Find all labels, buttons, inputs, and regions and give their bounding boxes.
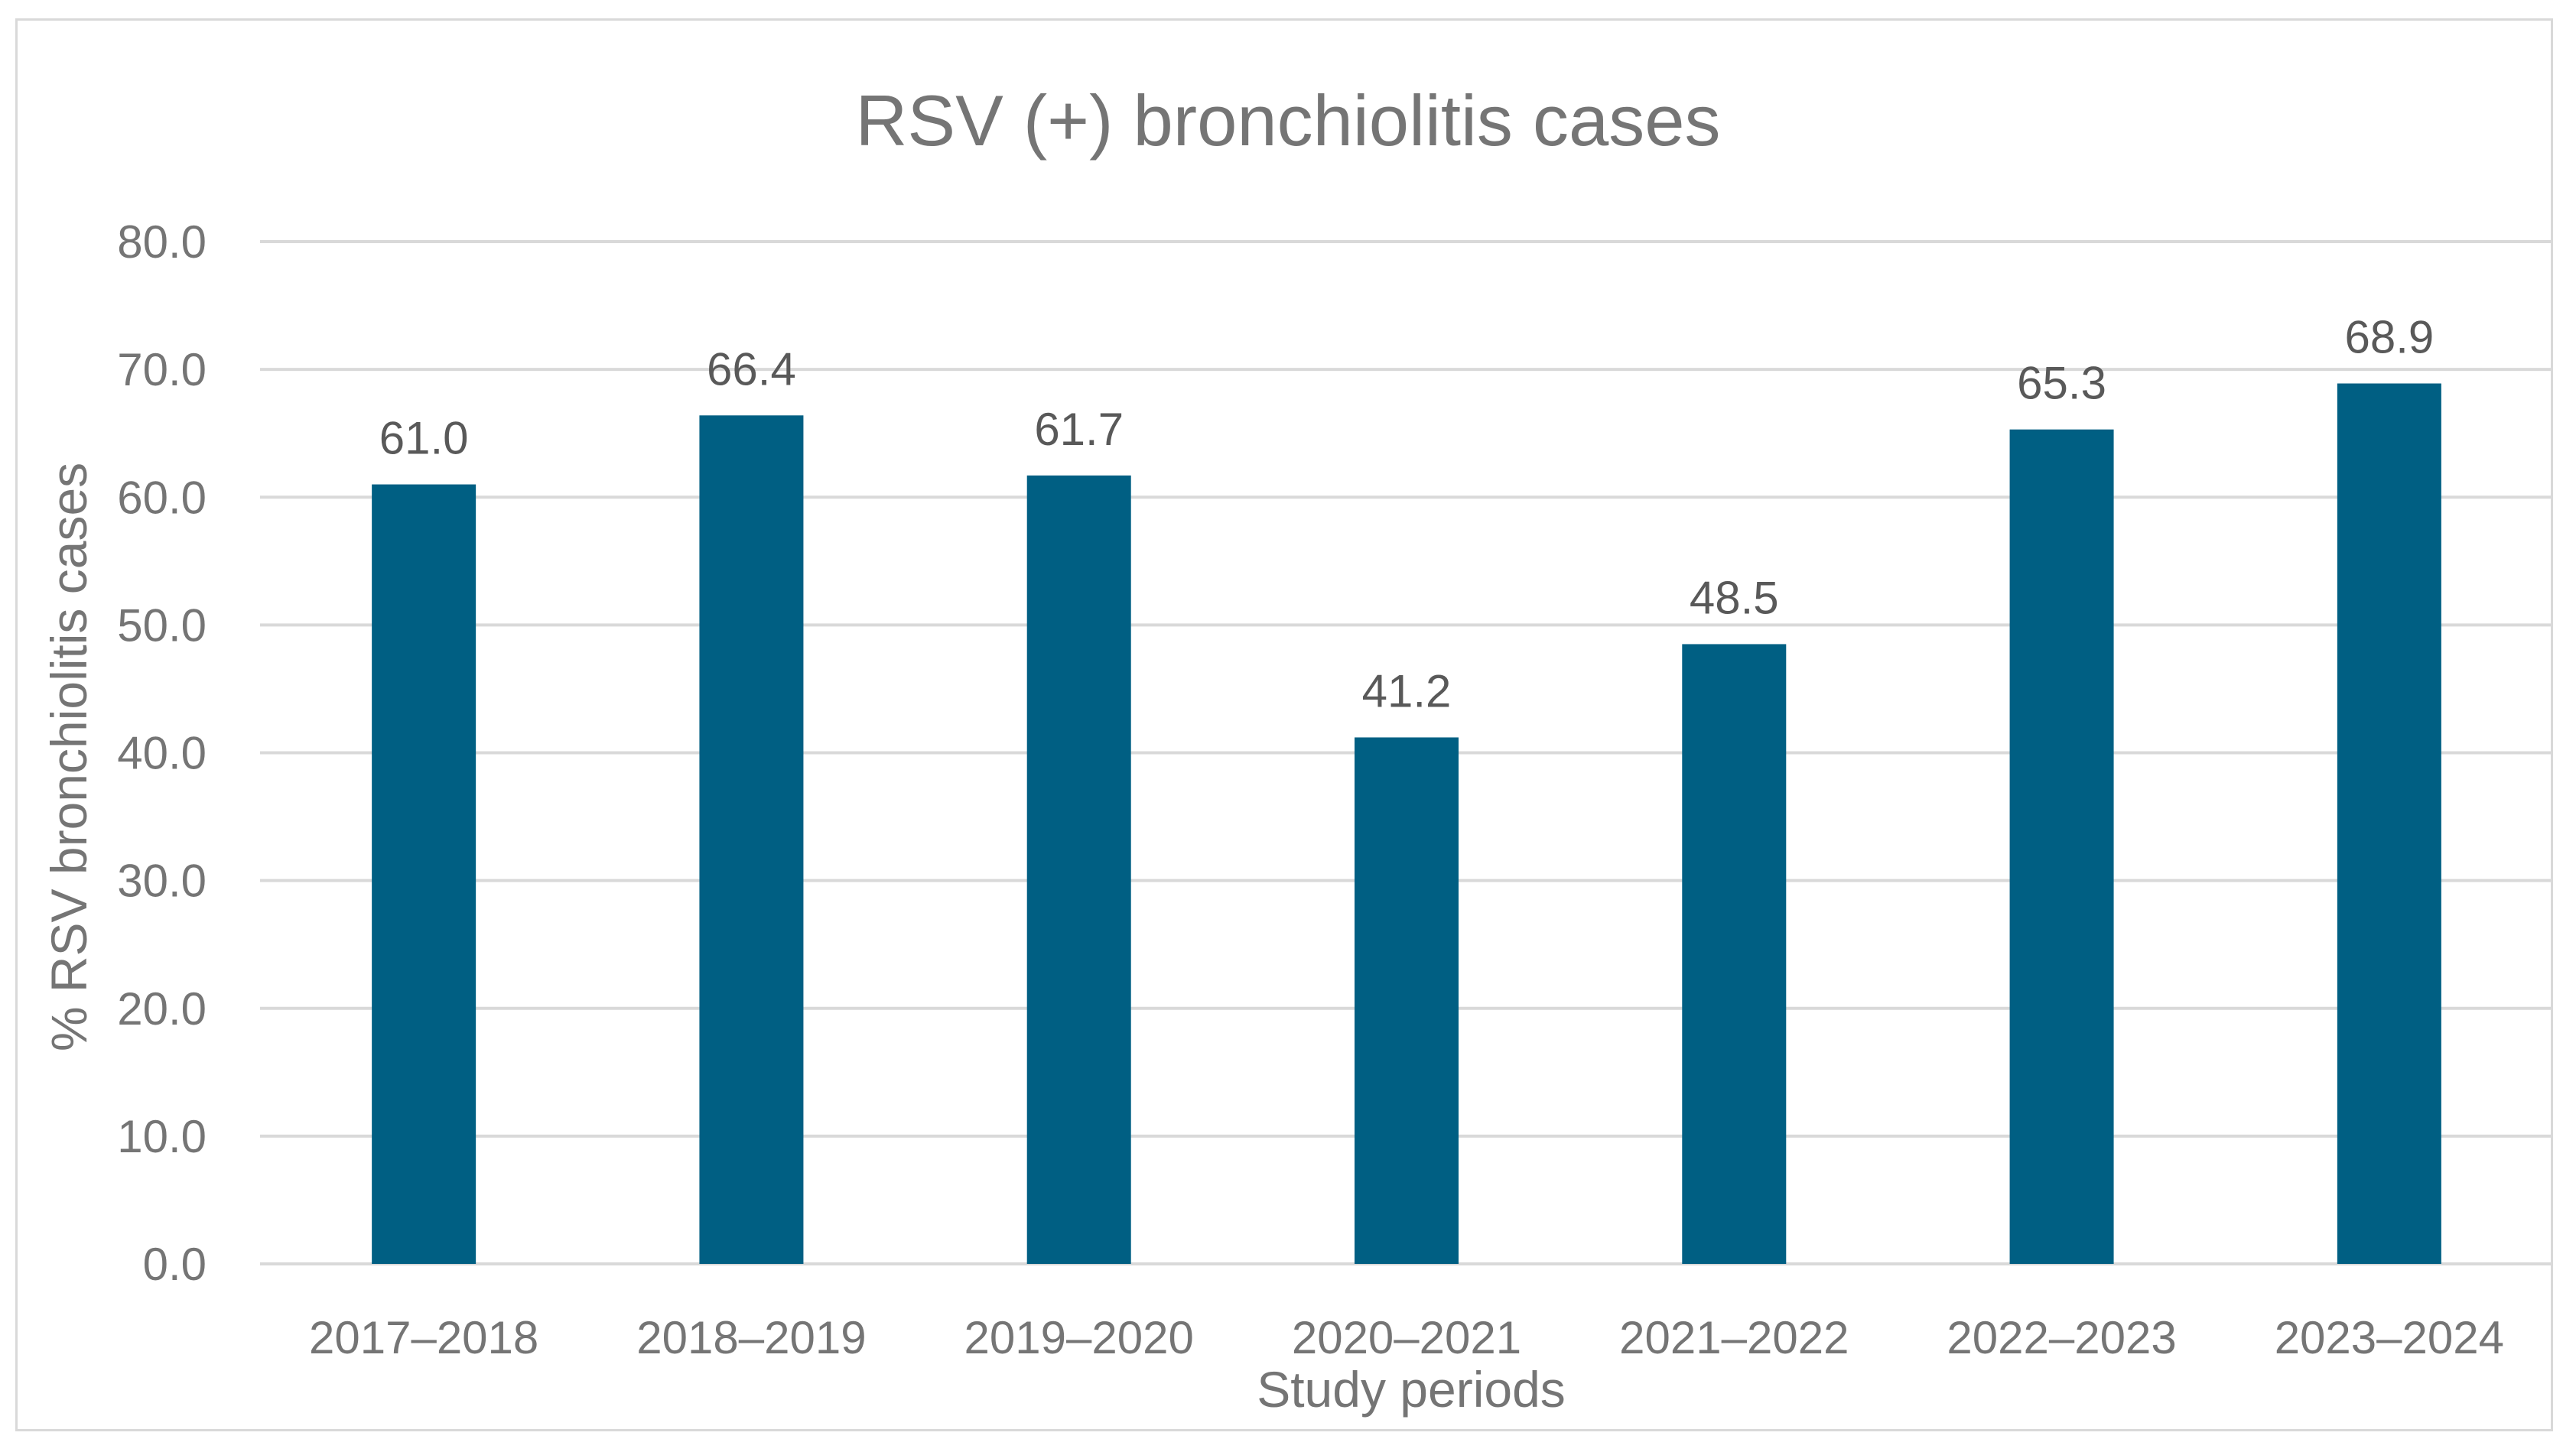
y-tick-labels: 0.0 10.0 20.0 30.0 40.0 50.0 60.0 70.0 80.0 [117,216,207,1290]
y-tick-label: 10.0 [117,1111,207,1162]
x-tick-label: 2018–2019 [636,1312,866,1363]
data-label: 61.7 [1034,404,1124,455]
bar [1355,737,1459,1264]
y-tick-label: 70.0 [117,344,207,395]
data-label: 66.4 [707,343,796,395]
gridlines [260,240,2553,1265]
x-tick-label: 2017–2018 [309,1312,538,1363]
y-axis-label: % RSV bronchiolitis cases [41,463,97,1051]
x-tick-label: 2021–2022 [1619,1312,1849,1363]
data-label: 48.5 [1690,572,1779,623]
data-label: 41.2 [1362,665,1452,716]
bar [2337,383,2441,1264]
x-tick-label: 2022–2023 [1947,1312,2176,1363]
bar [1682,644,1787,1264]
bar [1026,475,1131,1264]
data-label: 68.9 [2344,312,2434,363]
data-label: 61.0 [379,413,469,464]
bar [2009,429,2114,1264]
y-tick-label: 50.0 [117,599,207,651]
bar [372,484,476,1264]
y-tick-label: 80.0 [117,216,207,268]
x-tick-label: 2023–2024 [2275,1312,2504,1363]
x-tick-labels: 2017–2018 2018–2019 2019–2020 2020–2021 2021… [309,1312,2504,1363]
data-label: 65.3 [2017,358,2106,409]
chart-title: RSV (+) bronchiolitis cases [855,80,1720,161]
x-axis-label: Study periods [1257,1361,1566,1418]
y-tick-label: 60.0 [117,472,207,523]
y-tick-label: 0.0 [143,1239,207,1290]
data-labels: 61.0 66.4 61.7 41.2 48.5 65.3 68.9 [379,312,2434,717]
y-tick-label: 40.0 [117,728,207,779]
x-tick-label: 2020–2021 [1292,1312,1521,1363]
bars [372,383,2441,1264]
y-tick-label: 20.0 [117,983,207,1035]
x-tick-label: 2019–2020 [964,1312,1194,1363]
bar [699,415,804,1264]
y-tick-label: 30.0 [117,856,207,907]
